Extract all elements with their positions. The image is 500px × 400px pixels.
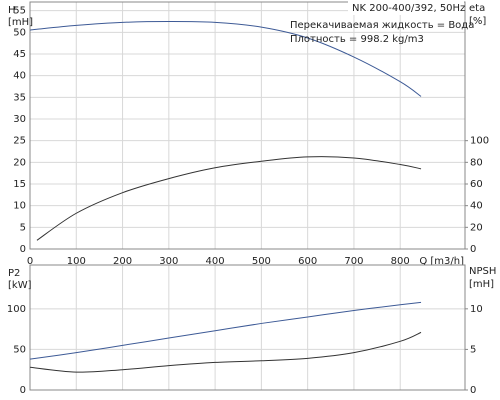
x-tick-label: 300: [159, 256, 178, 267]
y-tick-label: 100: [7, 304, 26, 315]
y-tick-label: 20: [13, 157, 26, 168]
curve: [29, 301, 422, 360]
y-axis-label: P2: [8, 268, 20, 279]
y-tick-label: 55: [13, 6, 26, 17]
x-tick-label: 700: [344, 256, 363, 267]
plot-frame: [29, 264, 466, 391]
x-tick-label: 600: [298, 256, 317, 267]
title-box: [348, 1, 464, 15]
annotation: Перекачиваемая жидкость = Вода: [290, 20, 474, 31]
x-tick-label: 400: [206, 256, 225, 267]
y2-tick-label: 20: [470, 222, 483, 233]
y2-axis-label: [mH]: [469, 279, 494, 290]
y2-tick-label: 10: [470, 304, 483, 315]
y2-tick-label: 60: [470, 179, 483, 190]
y-tick-label: 25: [13, 136, 26, 147]
x-tick-label: 500: [252, 256, 271, 267]
y-tick-label: 0: [20, 385, 26, 396]
y2-axis-label: [%]: [469, 16, 486, 27]
y2-tick-label: 40: [470, 201, 483, 212]
y-tick-label: 5: [20, 222, 26, 233]
y-tick-label: 50: [13, 27, 26, 38]
y-axis-label: [kW]: [8, 280, 32, 291]
y2-tick-label: 100: [470, 136, 489, 147]
y2-axis-label: eta: [469, 3, 485, 14]
x-tick-label: 100: [67, 256, 86, 267]
x-tick-label: 800: [391, 256, 410, 267]
y2-axis-label: NPSH: [469, 266, 496, 277]
y-tick-label: 10: [13, 201, 26, 212]
y-tick-label: 0: [20, 244, 26, 255]
y-tick-label: 15: [13, 179, 26, 190]
y2-tick-label: 0: [470, 244, 476, 255]
x-tick-label: 0: [27, 256, 33, 267]
y-tick-label: 50: [13, 344, 26, 355]
y-axis-label: [mH]: [8, 17, 33, 28]
curve: [29, 331, 422, 373]
annotation: Плотность = 998.2 kg/m3: [290, 34, 424, 45]
curve: [36, 156, 422, 241]
y-tick-label: 40: [13, 71, 26, 82]
curve: [29, 20, 422, 97]
y-axis-label: H: [8, 5, 16, 16]
chart-title: NK 200-400/392, 50Hz: [352, 3, 465, 14]
y-tick-label: 30: [13, 114, 26, 125]
y-tick-label: 35: [13, 92, 26, 103]
y2-tick-label: 5: [470, 344, 476, 355]
y-tick-label: 45: [13, 49, 26, 60]
x-tick-label: 200: [113, 256, 132, 267]
plot-frame: [29, 1, 466, 250]
y2-tick-label: 0: [470, 385, 476, 396]
y2-tick-label: 80: [470, 157, 483, 168]
x-axis-label: Q [m3/h]: [419, 256, 464, 267]
